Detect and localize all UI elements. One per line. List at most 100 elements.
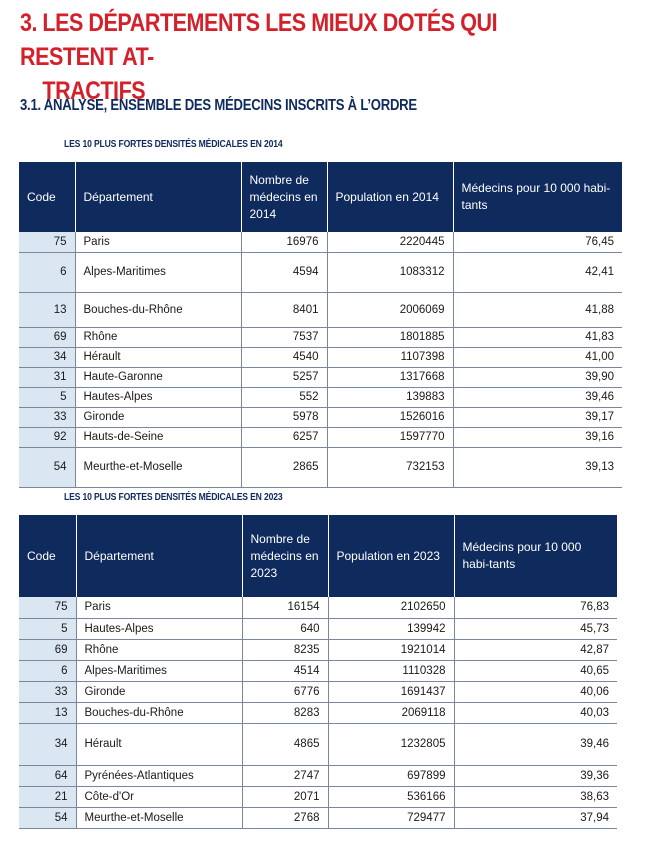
header-code: Code (19, 162, 76, 232)
cell-code: 5 (19, 387, 76, 408)
cell-code: 75 (19, 232, 76, 253)
cell-densite: 76,83 (454, 597, 617, 619)
cell-densite: 76,45 (453, 232, 622, 253)
cell-population: 1232805 (328, 723, 455, 766)
cell-nombre-medecins: 5978 (241, 407, 328, 428)
cell-population: 2220445 (327, 232, 454, 253)
cell-departement: Hautes-Alpes (75, 387, 242, 408)
cell-nombre-medecins: 2071 (242, 786, 329, 808)
cell-nombre-medecins: 2865 (241, 447, 328, 488)
header-code: Code (19, 515, 77, 597)
cell-departement: Meurthe-et-Moselle (75, 447, 242, 488)
cell-nombre-medecins: 4540 (241, 347, 328, 368)
cell-code: 33 (19, 407, 76, 428)
cell-population: 1921014 (328, 639, 455, 661)
cell-nombre-medecins: 6776 (242, 681, 329, 703)
cell-densite: 41,00 (453, 347, 622, 368)
table-row: 75 Paris 16976 2220445 76,45 (19, 232, 622, 253)
table-row: 75 Paris 16154 2102650 76,83 (19, 597, 617, 619)
table-row: 69 Rhône 7537 1801885 41,83 (19, 327, 622, 348)
cell-code: 34 (19, 723, 77, 766)
cell-nombre-medecins: 8283 (242, 702, 329, 724)
cell-densite: 41,88 (453, 292, 622, 328)
header-departement: Département (76, 515, 243, 597)
cell-nombre-medecins: 16154 (242, 597, 329, 619)
cell-departement: Alpes-Maritimes (76, 660, 243, 682)
cell-densite: 38,63 (454, 786, 617, 808)
cell-departement: Rhône (75, 327, 242, 348)
table-2014: Code Département Nombre de médecins en 201… (19, 162, 622, 488)
cell-departement: Hérault (76, 723, 243, 766)
table-2023: Code Département Nombre de médecins en 202… (19, 515, 617, 829)
cell-code: 54 (19, 807, 77, 829)
cell-densite: 39,16 (453, 427, 622, 448)
cell-densite: 40,03 (454, 702, 617, 724)
cell-densite: 39,36 (454, 765, 617, 787)
cell-nombre-medecins: 6257 (241, 427, 328, 448)
cell-densite: 39,13 (453, 447, 622, 488)
cell-population: 139883 (327, 387, 454, 408)
cell-departement: Rhône (76, 639, 243, 661)
cell-code: 31 (19, 367, 76, 388)
cell-densite: 40,06 (454, 681, 617, 703)
cell-code: 13 (19, 702, 77, 724)
cell-departement: Gironde (76, 681, 243, 703)
cell-code: 69 (19, 327, 76, 348)
table-2014-caption: LES 10 PLUS FORTES DENSITÉS MÉDICALES EN… (64, 138, 283, 150)
cell-nombre-medecins: 2768 (242, 807, 329, 829)
cell-densite: 42,87 (454, 639, 617, 661)
cell-population: 139942 (328, 618, 455, 640)
cell-densite: 40,65 (454, 660, 617, 682)
cell-population: 697899 (328, 765, 455, 787)
cell-nombre-medecins: 2747 (242, 765, 329, 787)
table-row: 54 Meurthe-et-Moselle 2768 729477 37,94 (19, 807, 617, 829)
cell-departement: Côte-d'Or (76, 786, 243, 808)
cell-code: 21 (19, 786, 77, 808)
cell-nombre-medecins: 4865 (242, 723, 329, 766)
cell-nombre-medecins: 552 (241, 387, 328, 408)
cell-population: 1526016 (327, 407, 454, 428)
cell-densite: 39,46 (453, 387, 622, 408)
cell-code: 6 (19, 660, 77, 682)
cell-population: 1107398 (327, 347, 454, 368)
table-row: 33 Gironde 5978 1526016 39,17 (19, 407, 622, 428)
cell-population: 1691437 (328, 681, 455, 703)
cell-population: 2069118 (328, 702, 455, 724)
table-row: 69 Rhône 8235 1921014 42,87 (19, 639, 617, 661)
table-row: 6 Alpes-Maritimes 4514 1110328 40,65 (19, 660, 617, 682)
cell-departement: Gironde (75, 407, 242, 428)
cell-code: 5 (19, 618, 77, 640)
header-densite: Médecins pour 10 000 habi-tants (453, 162, 622, 232)
table-row: 21 Côte-d'Or 2071 536166 38,63 (19, 786, 617, 808)
cell-densite: 39,17 (453, 407, 622, 428)
cell-population: 1317668 (327, 367, 454, 388)
cell-departement: Paris (75, 232, 242, 253)
section-title-line1: LES DÉPARTEMENTS LES MIEUX DOTÉS QUI RES… (20, 9, 498, 71)
cell-departement: Paris (76, 597, 243, 619)
cell-population: 1801885 (327, 327, 454, 348)
cell-nombre-medecins: 4514 (242, 660, 329, 682)
cell-nombre-medecins: 8401 (241, 292, 328, 328)
cell-densite: 39,90 (453, 367, 622, 388)
cell-departement: Haute-Garonne (75, 367, 242, 388)
cell-densite: 41,83 (453, 327, 622, 348)
cell-code: 34 (19, 347, 76, 368)
table-row: 64 Pyrénées-Atlantiques 2747 697899 39,36 (19, 765, 617, 787)
cell-nombre-medecins: 8235 (242, 639, 329, 661)
table-row: 13 Bouches-du-Rhône 8283 2069118 40,03 (19, 702, 617, 724)
cell-departement: Hérault (75, 347, 242, 368)
table-header-row: Code Département Nombre de médecins en 201… (19, 162, 622, 232)
section-number: 3. (20, 9, 38, 37)
cell-code: 69 (19, 639, 77, 661)
table-row: 33 Gironde 6776 1691437 40,06 (19, 681, 617, 703)
cell-departement: Hautes-Alpes (76, 618, 243, 640)
cell-population: 1110328 (328, 660, 455, 682)
table-row: 6 Alpes-Maritimes 4594 1083312 42,41 (19, 252, 622, 293)
table-row: 54 Meurthe-et-Moselle 2865 732153 39,13 (19, 447, 622, 488)
table-row: 92 Hauts-de-Seine 6257 1597770 39,16 (19, 427, 622, 448)
cell-densite: 37,94 (454, 807, 617, 829)
table-header-row: Code Département Nombre de médecins en 202… (19, 515, 617, 597)
header-departement: Département (75, 162, 242, 232)
subsection-heading: 3.1. ANALYSE, ENSEMBLE DES MÉDECINS INSC… (20, 97, 417, 114)
cell-departement: Bouches-du-Rhône (76, 702, 243, 724)
